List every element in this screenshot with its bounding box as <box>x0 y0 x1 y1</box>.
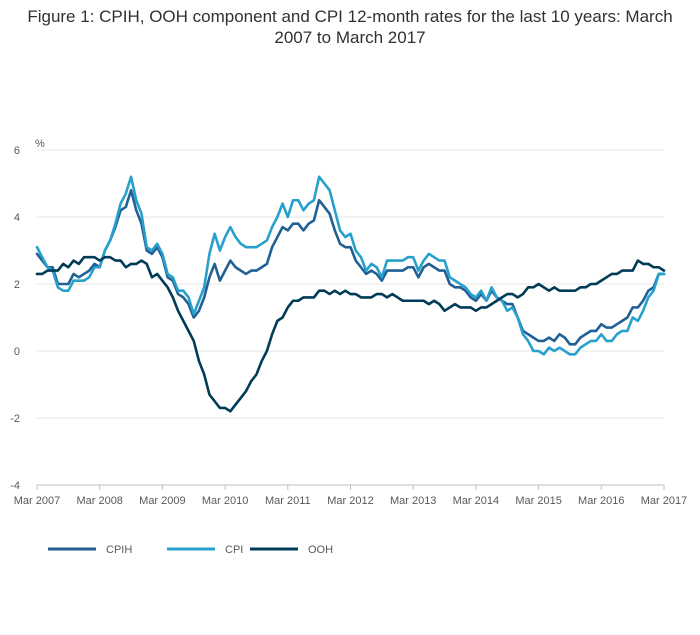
y-axis: 6 4 2 0 -2 -4 <box>10 145 20 492</box>
x-tick-label: Mar 2015 <box>515 495 561 507</box>
series-lines <box>35 175 666 413</box>
x-tick-label: Mar 2013 <box>390 495 436 507</box>
x-tick-label: Mar 2007 <box>14 495 60 507</box>
x-tick-label: Mar 2016 <box>578 495 624 507</box>
x-axis: Mar 2007 Mar 2008 Mar 2009 Mar 2010 Mar 2011… <box>14 485 687 507</box>
y-tick-label: -4 <box>10 480 20 492</box>
y-tick-label: 2 <box>14 279 20 291</box>
y-tick-label: 4 <box>14 212 20 224</box>
series-line-ooh <box>35 255 666 413</box>
x-tick-label: Mar 2017 <box>641 495 687 507</box>
legend: CPIH CPI OOH <box>48 544 333 556</box>
x-tick-label: Mar 2008 <box>76 495 122 507</box>
chart-title: Figure 1: CPIH, OOH component and CPI 12… <box>27 7 673 47</box>
y-tick-label: 0 <box>14 346 20 358</box>
x-tick-label: Mar 2014 <box>453 495 499 507</box>
x-tick-label: Mar 2012 <box>327 495 373 507</box>
x-tick-label: Mar 2011 <box>265 495 311 507</box>
y-axis-unit-label: % <box>35 138 45 150</box>
y-tick-label: -2 <box>10 413 20 425</box>
legend-label-cpi: CPI <box>225 544 243 556</box>
x-tick-label: Mar 2010 <box>202 495 248 507</box>
legend-label-cpih: CPIH <box>106 544 132 556</box>
legend-label-ooh: OOH <box>308 544 333 556</box>
gridlines <box>37 149 664 486</box>
x-tick-label: Mar 2009 <box>139 495 185 507</box>
series-line-cpi <box>35 175 666 356</box>
y-tick-label: 6 <box>14 145 20 157</box>
series-line-cpih <box>35 188 666 346</box>
